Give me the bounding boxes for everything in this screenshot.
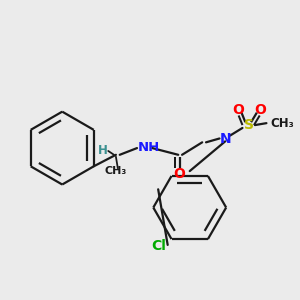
Text: O: O (254, 103, 266, 117)
Text: O: O (233, 103, 244, 117)
Text: NH: NH (137, 141, 160, 154)
Text: O: O (173, 167, 185, 181)
Text: CH₃: CH₃ (105, 166, 127, 176)
Text: Cl: Cl (152, 239, 166, 253)
Text: N: N (219, 133, 231, 146)
Text: CH₃: CH₃ (270, 117, 294, 130)
Text: H: H (98, 143, 108, 157)
Text: S: S (244, 118, 254, 132)
